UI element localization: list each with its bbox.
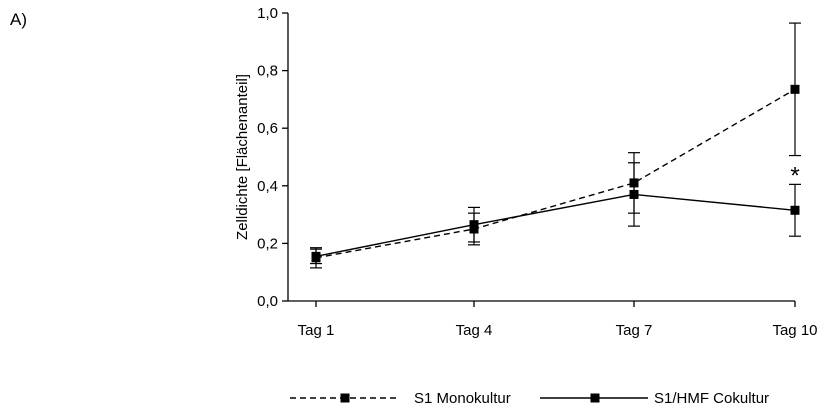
series-2 [310,162,801,265]
significance-asterisk: * [790,162,799,189]
legend-label: S1 Monokultur [414,390,511,407]
x-tick-label: Tag 7 [616,322,653,339]
y-tick-label: 0,2 [257,235,278,252]
legend-item-2: S1/HMF Cokultur [540,390,769,407]
y-tick-label: 0,8 [257,63,278,80]
series-layer [310,22,801,269]
data-point [311,251,321,261]
y-tick-label: 0,6 [257,120,278,137]
data-point [790,205,800,215]
data-point [469,220,479,230]
y-tick-label: 1,0 [257,5,278,22]
x-tick-label: Tag 4 [456,322,493,339]
data-point [629,189,639,199]
legend-marker [590,393,600,403]
y-tick-label: 0,4 [257,178,278,195]
legend-label: S1/HMF Cokultur [654,390,769,407]
legend-item-1: S1 Monokultur [290,390,511,407]
data-point [790,84,800,94]
series-line [315,88,796,259]
series-line [315,193,796,258]
panel-label: A) [10,10,27,29]
y-axis-label: Zelldichte [Flächenanteil] [234,74,251,240]
legend-marker [340,393,350,403]
axes: 0,0 0,2 0,4 0,6 0,8 1,0 Zelldichte [Flächenant… [234,5,818,339]
x-tick-label: Tag 1 [298,322,335,339]
legend: S1 Monokultur S1/HMF Cokultur [290,390,769,407]
series-1 [310,22,801,269]
y-tick-label: 0,0 [257,293,278,310]
x-tick-label: Tag 10 [772,322,817,339]
